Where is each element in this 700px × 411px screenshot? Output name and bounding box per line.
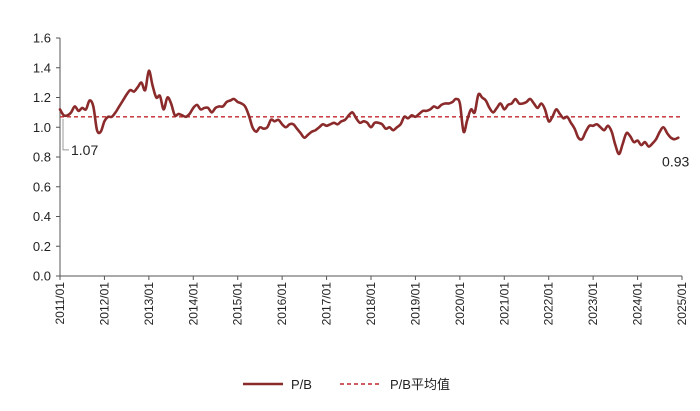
x-tick-label: 2014/01 xyxy=(186,282,200,326)
legend: P/B P/B平均值 xyxy=(243,377,450,392)
x-tick-label: 2016/01 xyxy=(275,282,289,326)
y-tick-label: 1.4 xyxy=(33,60,51,75)
annotation-end-value: 0.93 xyxy=(662,154,689,170)
legend-label-pb: P/B xyxy=(291,377,312,392)
y-tick-label: 0.8 xyxy=(33,150,51,165)
y-tick-label: 1.0 xyxy=(33,120,51,135)
legend-label-pb-average: P/B平均值 xyxy=(390,377,450,392)
y-tick-label: 0.4 xyxy=(33,209,51,224)
x-tick-label: 2020/01 xyxy=(453,282,467,326)
x-tick-label: 2022/01 xyxy=(542,282,556,326)
x-tick-label: 2018/01 xyxy=(364,282,378,326)
y-tick-label: 0.0 xyxy=(33,269,51,284)
x-tick-label: 2015/01 xyxy=(231,282,245,326)
annotations: 1.07 0.93 xyxy=(62,118,690,170)
y-tick-label: 1.2 xyxy=(33,90,51,105)
x-tick-label: 2017/01 xyxy=(320,282,334,326)
x-tick-label: 2019/01 xyxy=(408,282,422,326)
pb-series-line xyxy=(58,69,680,156)
y-axis-ticks: 0.0 0.2 0.4 0.6 0.8 1.0 1.2 1.4 1.6 xyxy=(33,31,60,284)
y-tick-label: 0.2 xyxy=(33,239,51,254)
x-tick-label: 2012/01 xyxy=(97,282,111,326)
x-axis-ticks: 2011/01 2012/01 2013/01 2014/01 2015/01 2016/… xyxy=(53,276,689,325)
x-tick-label: 2024/01 xyxy=(631,282,645,326)
x-tick-label: 2021/01 xyxy=(497,282,511,326)
x-tick-label: 2025/01 xyxy=(675,282,689,326)
annotation-leader-line xyxy=(62,118,69,151)
annotation-start-value: 1.07 xyxy=(71,142,98,158)
x-tick-label: 2023/01 xyxy=(586,282,600,326)
y-tick-label: 1.6 xyxy=(33,31,51,46)
x-tick-label: 2013/01 xyxy=(142,282,156,326)
x-tick-label: 2011/01 xyxy=(53,282,67,325)
y-tick-label: 0.6 xyxy=(33,179,51,194)
